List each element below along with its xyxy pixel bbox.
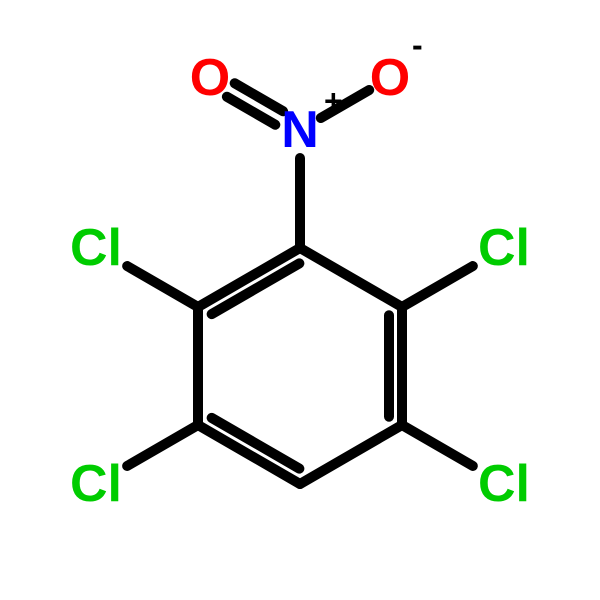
bond-line	[402, 266, 473, 307]
bond-line	[402, 425, 473, 466]
atom-label: O	[370, 49, 410, 107]
atom-label: O	[190, 49, 230, 107]
bond-line	[300, 425, 402, 484]
atom-label: Cl	[70, 455, 122, 513]
atom-label: Cl	[70, 219, 122, 277]
atom-label: Cl	[478, 219, 530, 277]
atom-label: +	[324, 83, 343, 119]
bond-line	[127, 425, 198, 466]
bond-line	[127, 266, 198, 307]
bond-line	[300, 248, 402, 307]
chemical-structure-diagram: N+OO-ClClClCl	[0, 0, 600, 600]
atom-label: Cl	[478, 455, 530, 513]
atom-label: N	[281, 101, 319, 159]
atom-label: -	[412, 27, 423, 63]
